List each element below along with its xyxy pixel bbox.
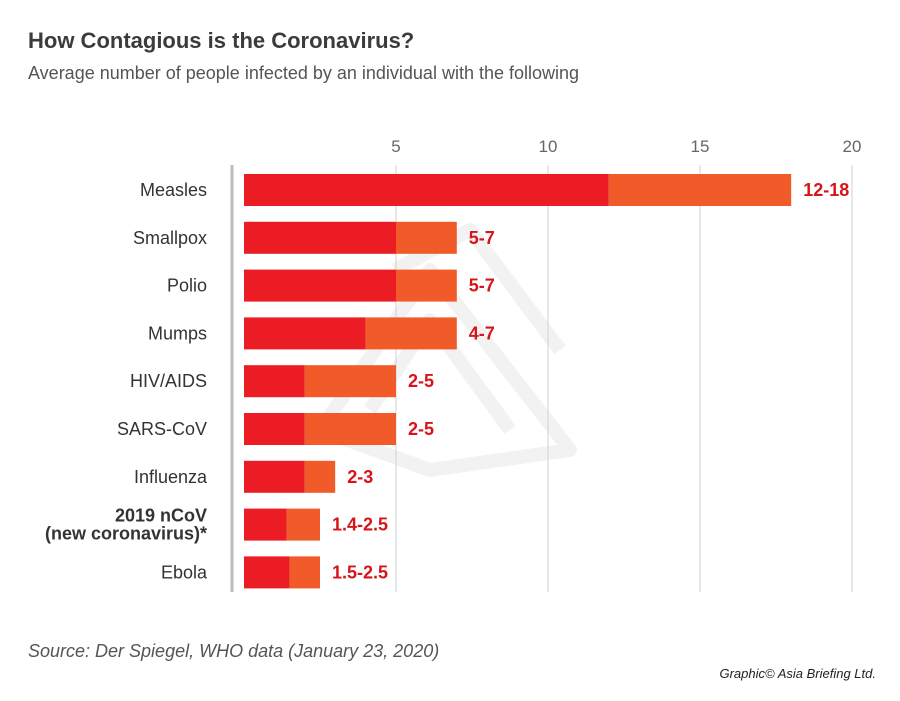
bar-high — [289, 556, 320, 589]
x-tick-label: 10 — [539, 137, 558, 156]
value-label: 12-18 — [803, 180, 849, 200]
value-label: 4-7 — [469, 323, 495, 343]
category-label: (new coronavirus)* — [45, 524, 207, 544]
value-label: 1.4-2.5 — [332, 515, 388, 535]
bar-low — [244, 460, 305, 493]
bar-low — [244, 269, 396, 302]
x-tick-labels: 5 10 15 20 — [391, 137, 861, 156]
bar-low — [244, 174, 609, 206]
bar-low — [244, 221, 396, 254]
value-label: 2-3 — [347, 467, 373, 487]
bar-low — [244, 317, 366, 350]
x-tick-label: 15 — [691, 137, 710, 156]
value-label: 5-7 — [469, 228, 495, 248]
source-note: Source: Der Spiegel, WHO data (January 2… — [28, 641, 440, 661]
bar-low — [244, 508, 287, 541]
x-tick-label: 5 — [391, 137, 400, 156]
bar-low — [244, 556, 290, 589]
x-tick-label: 20 — [843, 137, 862, 156]
bar-high — [396, 269, 457, 302]
category-labels: Measles Smallpox Polio Mumps HIV/AIDS SARS-Co… — [45, 180, 208, 582]
bar-low — [244, 365, 305, 398]
category-label: Polio — [167, 276, 207, 296]
value-label: 5-7 — [469, 276, 495, 296]
bar-high — [304, 460, 336, 493]
bar-high — [304, 365, 396, 398]
category-label: Ebola — [161, 562, 208, 582]
credit-note: Graphic© Asia Briefing Ltd. — [719, 666, 876, 681]
chart-subtitle: Average number of people infected by an … — [28, 63, 580, 83]
value-label: 1.5-2.5 — [332, 562, 388, 582]
category-label: HIV/AIDS — [130, 371, 207, 391]
bar-low — [244, 413, 305, 445]
category-label: 2019 nCoV — [115, 506, 207, 526]
bar-high — [286, 508, 320, 541]
bar-high — [304, 413, 396, 445]
category-label: Smallpox — [133, 228, 207, 248]
bar-high — [365, 317, 457, 350]
category-label: Influenza — [134, 467, 208, 487]
category-label: SARS-CoV — [117, 419, 207, 439]
category-label: Measles — [140, 180, 207, 200]
value-label: 2-5 — [408, 371, 434, 391]
bar-high — [396, 221, 457, 254]
value-labels: 12-18 5-7 5-7 4-7 2-5 2-5 2-3 1.4-2.5 1.5-2.5 — [332, 180, 849, 582]
bars — [244, 174, 792, 589]
category-label: Mumps — [148, 323, 207, 343]
chart-title: How Contagious is the Coronavirus? — [28, 28, 415, 53]
value-label: 2-5 — [408, 419, 434, 439]
bar-high — [608, 174, 792, 206]
